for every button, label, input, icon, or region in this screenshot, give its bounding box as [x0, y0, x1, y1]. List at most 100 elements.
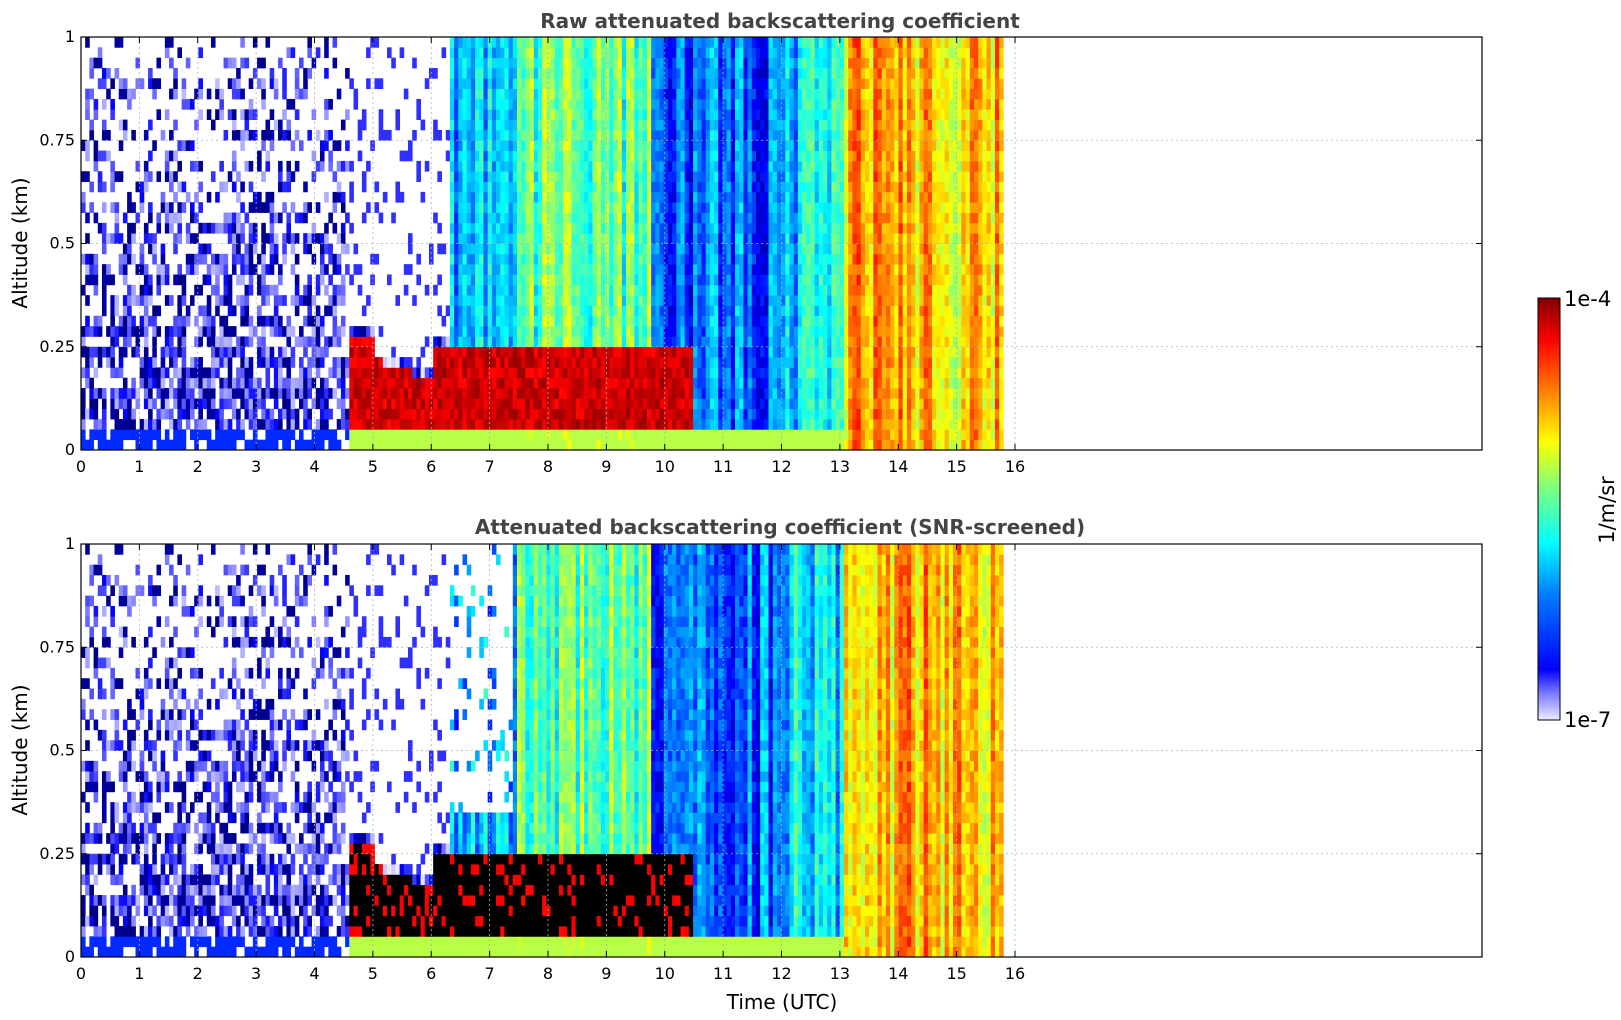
heatmap-cell — [554, 367, 560, 379]
heatmap-cell — [508, 315, 514, 327]
heatmap-cell — [156, 57, 162, 69]
heatmap-cell — [688, 305, 694, 317]
heatmap-cell — [768, 429, 774, 441]
heatmap-cell — [676, 336, 681, 348]
heatmap-cell — [336, 181, 342, 193]
heatmap-cell — [722, 171, 728, 182]
heatmap-cell — [605, 429, 610, 441]
heatmap-cell — [571, 284, 577, 296]
heatmap-cell — [735, 171, 740, 182]
heatmap-cell — [617, 109, 623, 120]
heatmap-cell — [231, 129, 237, 141]
heatmap-cell — [286, 408, 292, 420]
heatmap-cell — [462, 202, 468, 213]
heatmap-cell — [303, 295, 308, 306]
heatmap-cell — [684, 346, 690, 358]
heatmap-cell — [466, 253, 472, 265]
heatmap-cell — [571, 264, 577, 275]
heatmap-cell — [206, 408, 212, 420]
heatmap-cell — [324, 222, 329, 234]
heatmap-cell — [755, 181, 761, 193]
heatmap-cell — [496, 233, 501, 244]
heatmap-cell — [85, 88, 90, 100]
heatmap-cell — [97, 326, 103, 337]
heatmap-cell — [169, 419, 174, 430]
heatmap-cell — [781, 388, 786, 399]
heatmap-cell — [265, 315, 271, 327]
heatmap-cell — [646, 377, 652, 389]
heatmap-cell — [185, 253, 191, 265]
heatmap-cell — [651, 295, 656, 306]
heatmap-cell — [600, 253, 606, 265]
heatmap-cell — [219, 253, 224, 265]
heatmap-cell — [655, 388, 660, 399]
heatmap-cell — [114, 398, 120, 410]
heatmap-cell — [739, 408, 744, 420]
heatmap-cell — [802, 150, 807, 162]
heatmap-cell — [370, 274, 375, 286]
heatmap-cell — [483, 367, 489, 379]
heatmap-cell — [210, 408, 216, 420]
heatmap-cell — [290, 233, 296, 244]
heatmap-cell — [475, 57, 480, 69]
heatmap-cell — [416, 408, 421, 420]
heatmap-cell — [508, 367, 514, 379]
heatmap-cell — [491, 222, 497, 234]
heatmap-cell — [537, 439, 543, 451]
heatmap-cell — [663, 377, 669, 389]
heatmap-cell — [387, 377, 392, 389]
heatmap-cell — [529, 222, 535, 234]
heatmap-cell — [592, 419, 598, 430]
heatmap-cell — [680, 233, 686, 244]
heatmap-cell — [248, 284, 254, 296]
heatmap-cell — [781, 274, 786, 286]
heatmap-cell — [441, 346, 447, 358]
heatmap-cell — [483, 202, 489, 213]
heatmap-cell — [282, 78, 287, 90]
heatmap-cell — [579, 377, 585, 389]
heatmap-cell — [579, 367, 585, 379]
heatmap-cell — [496, 212, 501, 224]
heatmap-cell — [747, 357, 753, 368]
heatmap-cell — [588, 202, 593, 213]
heatmap-cell — [806, 419, 811, 430]
heatmap-cell — [533, 191, 539, 203]
heatmap-cell — [101, 222, 107, 234]
heatmap-cell — [659, 109, 665, 120]
heatmap-cell — [575, 109, 581, 120]
heatmap-cell — [634, 37, 639, 48]
heatmap-cell — [491, 202, 497, 213]
heatmap-cell — [659, 274, 665, 286]
heatmap-cell — [525, 264, 530, 275]
heatmap-cell — [659, 336, 665, 348]
heatmap-cell — [336, 398, 342, 410]
heatmap-cell — [613, 326, 619, 337]
heatmap-cell — [449, 98, 455, 110]
heatmap-cell — [730, 140, 736, 151]
heatmap-cell — [248, 326, 254, 337]
heatmap-cell — [680, 171, 686, 182]
heatmap-cell — [504, 88, 510, 100]
heatmap-cell — [466, 233, 472, 244]
heatmap-cell — [722, 150, 728, 162]
heatmap-cell — [173, 346, 178, 358]
heatmap-cell — [483, 346, 489, 358]
heatmap-cell — [340, 274, 346, 286]
heatmap-cell — [735, 181, 740, 193]
heatmap-cell — [709, 429, 715, 441]
heatmap-cell — [475, 78, 480, 90]
heatmap-cell — [722, 98, 728, 110]
heatmap-cell — [676, 88, 681, 100]
heatmap-cell — [617, 326, 623, 337]
heatmap-cell — [475, 264, 480, 275]
heatmap-cell — [248, 377, 254, 389]
heatmap-cell — [299, 367, 304, 379]
heatmap-cell — [739, 47, 744, 59]
heatmap-cell — [227, 429, 233, 441]
heatmap-cell — [324, 47, 329, 59]
heatmap-cell — [684, 78, 690, 90]
heatmap-cell — [772, 140, 778, 151]
heatmap-cell — [240, 88, 245, 100]
heatmap-cell — [663, 233, 669, 244]
heatmap-cell — [483, 78, 489, 90]
